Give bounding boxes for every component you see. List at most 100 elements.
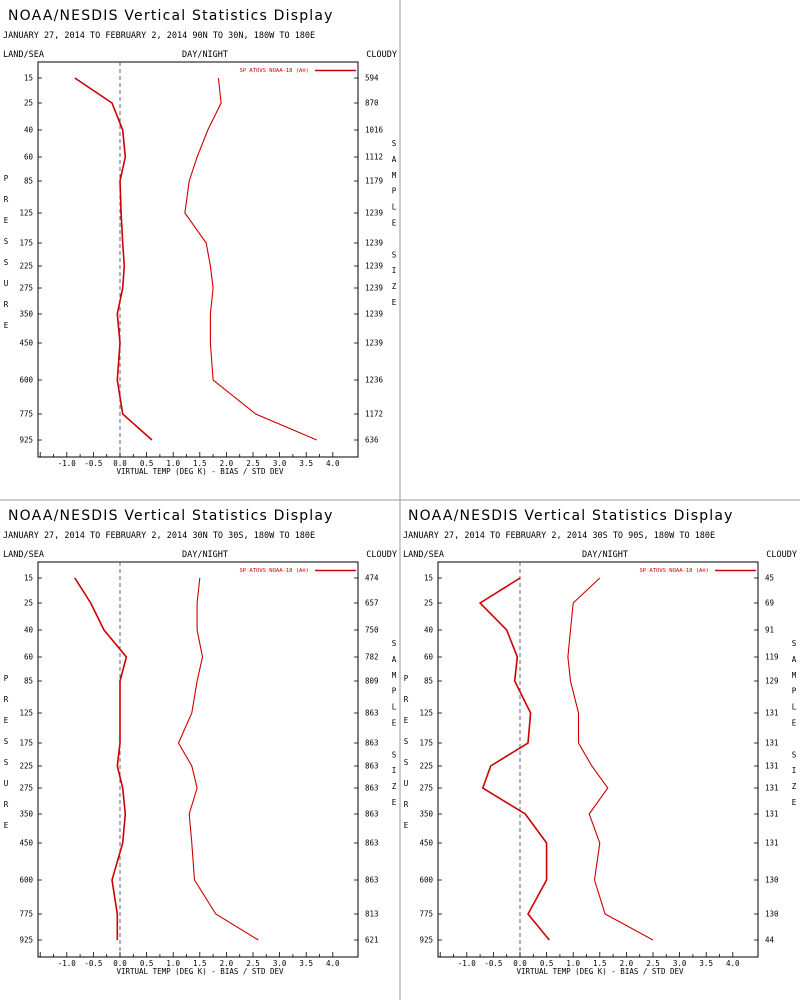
pressure-axis-letter: P	[4, 174, 9, 183]
chart-subtitle: JANUARY 27, 2014 TO FEBRUARY 2, 2014 90N…	[3, 31, 315, 41]
pressure-label: 40	[24, 626, 34, 635]
x-tick-label: 1.5	[193, 959, 207, 968]
bias-series-line	[74, 577, 128, 940]
pressure-axis-letter: S	[4, 737, 9, 746]
pressure-label: 450	[19, 339, 33, 348]
pressure-label: 775	[19, 910, 33, 919]
pressure-label: 15	[424, 574, 433, 583]
sample-size-label: 1179	[365, 177, 383, 186]
x-tick-label: 3.5	[299, 459, 313, 468]
pressure-label: 450	[19, 839, 33, 848]
sample-size-axis-letter: Z	[392, 282, 397, 291]
sample-size-label: 45	[765, 574, 774, 583]
pressure-label: 60	[424, 653, 434, 662]
x-tick-label: 2.0	[220, 459, 234, 468]
pressure-label: 25	[24, 599, 33, 608]
pressure-axis-letter: P	[4, 674, 9, 683]
pressure-label: 925	[19, 436, 33, 445]
sample-size-label: 129	[765, 677, 779, 686]
header-cloudy: CLOUDY	[366, 550, 397, 560]
pressure-axis-letter: S	[4, 237, 9, 246]
header-land-sea: LAND/SEA	[403, 550, 444, 560]
x-tick-label: 0.0	[513, 959, 527, 968]
x-tick-label: 2.5	[246, 459, 260, 468]
std-dev-series-line	[567, 577, 654, 941]
pressure-axis-letter: E	[4, 216, 9, 225]
pressure-label: 925	[19, 936, 33, 945]
sample-size-label: 863	[365, 709, 379, 718]
x-tick-label: 0.5	[140, 459, 154, 468]
sample-size-label: 119	[765, 653, 779, 662]
sample-size-axis-letter: E	[392, 219, 397, 228]
sample-size-label: 750	[365, 626, 379, 635]
pressure-axis-letter: R	[4, 300, 9, 309]
x-tick-label: 1.5	[193, 459, 207, 468]
sample-size-axis-letter: E	[392, 298, 397, 307]
sample-size-label: 1239	[365, 284, 383, 293]
x-tick-label: 4.0	[726, 959, 740, 968]
header-land-sea: LAND/SEA	[3, 50, 44, 60]
pressure-axis-letter: R	[4, 695, 9, 704]
x-tick-label: -1.0	[458, 959, 477, 968]
x-tick-label: 3.0	[673, 959, 687, 968]
sample-size-label: 131	[765, 709, 779, 718]
sample-size-axis-letter: I	[792, 766, 797, 775]
sample-size-axis-letter: L	[392, 703, 397, 712]
pressure-label: 275	[419, 784, 433, 793]
pressure-label: 600	[19, 876, 33, 885]
pressure-label: 600	[419, 876, 433, 885]
sample-size-label: 863	[365, 784, 379, 793]
plot-frame	[437, 561, 759, 958]
x-axis-label: VIRTUAL TEMP (DEG K) - BIAS / STD DEV	[116, 967, 284, 976]
sample-size-axis-letter: I	[392, 766, 397, 775]
sample-size-label: 474	[365, 574, 379, 583]
pressure-axis-letter: E	[404, 716, 409, 725]
sample-size-axis-letter: S	[392, 750, 397, 759]
sample-size-axis-letter: E	[392, 798, 397, 807]
sample-size-label: 813	[365, 910, 379, 919]
x-tick-label: 0.0	[113, 959, 127, 968]
sample-size-label: 782	[365, 653, 379, 662]
bias-series-line	[74, 77, 153, 441]
x-tick-label: -0.5	[84, 959, 102, 968]
sample-size-label: 1236	[365, 376, 384, 385]
x-tick-label: 3.5	[299, 959, 313, 968]
sample-size-axis-letter: P	[392, 187, 397, 196]
pressure-label: 600	[19, 376, 33, 385]
sample-size-label: 594	[365, 74, 379, 83]
x-tick-label: 1.0	[166, 459, 180, 468]
sample-size-label: 863	[365, 810, 379, 819]
chart-panel-1: NOAA/NESDIS Vertical Statistics Display J…	[3, 8, 397, 476]
pressure-label: 15	[24, 74, 33, 83]
chart-title: NOAA/NESDIS Vertical Statistics Display	[408, 508, 734, 524]
x-tick-label: 0.0	[113, 459, 127, 468]
pressure-label: 125	[419, 709, 433, 718]
header-land-sea: LAND/SEA	[3, 550, 44, 560]
pressure-axis-letter: U	[4, 779, 9, 788]
sample-size-label: 657	[365, 599, 379, 608]
pressure-axis-letter: E	[4, 821, 9, 830]
sample-size-label: 1239	[365, 310, 383, 319]
pressure-label: 40	[24, 126, 34, 135]
sample-size-label: 130	[765, 876, 779, 885]
pressure-label: 225	[19, 762, 33, 771]
pressure-label: 225	[19, 262, 33, 271]
x-tick-label: -0.5	[84, 459, 102, 468]
pressure-axis-letter: U	[4, 279, 9, 288]
pressure-axis-letter: E	[4, 716, 9, 725]
sample-size-axis-letter: A	[392, 655, 397, 664]
sample-size-label: 1016	[365, 126, 384, 135]
pressure-label: 775	[19, 410, 33, 419]
pressure-label: 85	[24, 677, 33, 686]
sample-size-axis-letter: M	[392, 171, 397, 180]
pressure-axis-letter: R	[404, 800, 409, 809]
pressure-label: 275	[19, 784, 33, 793]
sample-size-axis-letter: P	[792, 687, 797, 696]
pressure-axis-letter: S	[4, 758, 9, 767]
pressure-axis-letter: U	[404, 779, 409, 788]
pressure-label: 125	[19, 209, 33, 218]
sample-size-label: 1112	[365, 153, 383, 162]
plot-frame	[37, 561, 359, 958]
header-day-night: DAY/NIGHT	[582, 550, 628, 560]
